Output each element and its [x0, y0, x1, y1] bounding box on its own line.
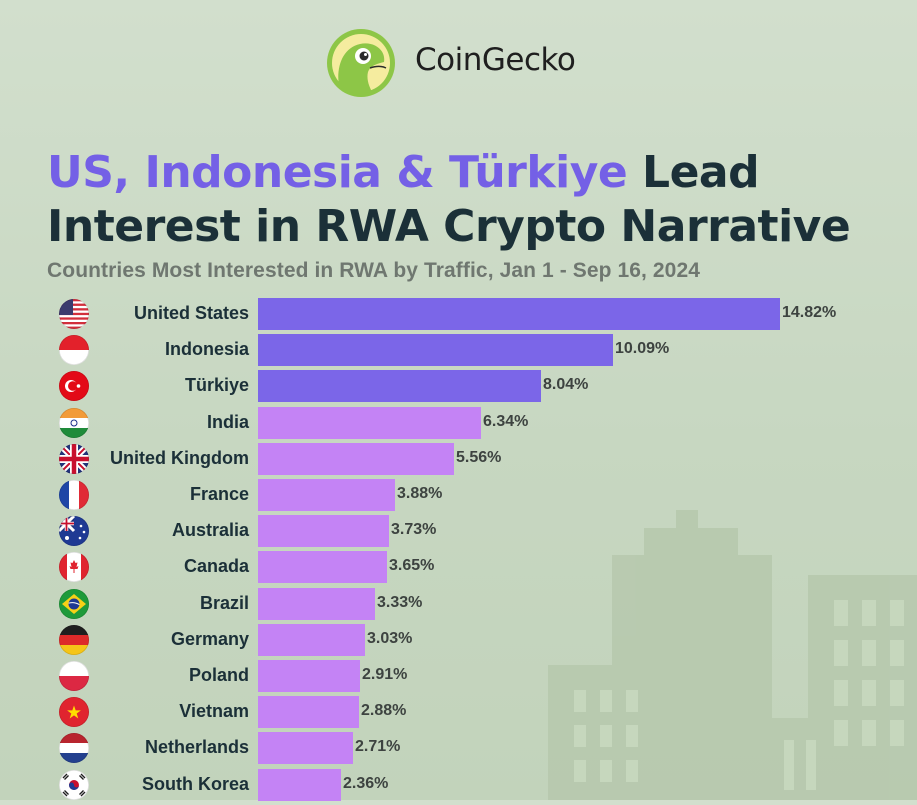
bar — [258, 732, 353, 764]
india-flag-icon — [58, 407, 90, 439]
value-label: 2.88% — [361, 702, 407, 719]
bar — [258, 479, 395, 511]
poland-flag-icon — [58, 660, 90, 692]
south-korea-flag-icon — [58, 769, 90, 801]
bar — [258, 370, 541, 402]
bar — [258, 660, 360, 692]
bar-row: Netherlands 2.71% — [0, 730, 917, 766]
country-label: Australia — [171, 520, 249, 540]
country-label: Brazil — [199, 593, 249, 613]
value-label: 3.65% — [389, 557, 435, 574]
turkiye-flag-icon — [58, 370, 90, 402]
value-label: 8.04% — [543, 376, 589, 393]
brand-name: CoinGecko — [415, 42, 576, 78]
value-label: 3.88% — [397, 485, 443, 502]
value-label: 3.73% — [391, 521, 437, 538]
bar-row: South Korea 2.36% — [0, 767, 917, 803]
value-label: 10.09% — [615, 340, 670, 357]
france-flag-icon — [58, 479, 90, 511]
bar-row: Türkiye 8.04% — [0, 368, 917, 404]
value-label: 6.34% — [483, 413, 529, 430]
bar — [258, 407, 481, 439]
bar — [258, 769, 341, 801]
country-label: France — [189, 484, 249, 504]
bar — [258, 298, 780, 330]
bar-row: Canada 3.65% — [0, 549, 917, 585]
value-label: 2.91% — [362, 666, 408, 683]
indonesia-flag-icon — [58, 334, 90, 366]
country-label: United Kingdom — [110, 448, 249, 468]
australia-flag-icon — [58, 515, 90, 547]
value-label: 14.82% — [782, 304, 837, 321]
vietnam-flag-icon — [58, 696, 90, 728]
value-label: 5.56% — [456, 449, 502, 466]
bar — [258, 624, 365, 656]
bar-row: Indonesia 10.09% — [0, 332, 917, 368]
value-label: 2.71% — [355, 738, 401, 755]
bar-row: Germany 3.03% — [0, 622, 917, 658]
bar-row: Brazil 3.33% — [0, 586, 917, 622]
bar — [258, 588, 375, 620]
country-label: United States — [133, 303, 249, 323]
canada-flag-icon — [58, 551, 90, 583]
us-flag-icon — [58, 298, 90, 330]
bar — [258, 551, 387, 583]
chart-title: US, Indonesia & Türkiye Lead Interest in… — [47, 146, 907, 254]
bar-row: Australia 3.73% — [0, 513, 917, 549]
bar — [258, 696, 359, 728]
bar-row: Poland 2.91% — [0, 658, 917, 694]
bar — [258, 443, 454, 475]
coingecko-logo: CoinGecko — [326, 28, 596, 98]
title-line2: Interest in RWA Crypto Narrative — [47, 201, 851, 252]
country-label: Germany — [170, 629, 249, 649]
title-highlight: US, Indonesia & Türkiye — [47, 147, 628, 198]
uk-flag-icon — [58, 443, 90, 475]
bar-row: Vietnam 2.88% — [0, 694, 917, 730]
value-label: 3.33% — [377, 594, 423, 611]
country-label: India — [206, 412, 249, 432]
title-rest-line1: Lead — [627, 147, 760, 198]
bar — [258, 515, 389, 547]
chart-subtitle: Countries Most Interested in RWA by Traf… — [47, 259, 701, 282]
value-label: 3.03% — [367, 630, 413, 647]
country-label: South Korea — [141, 774, 249, 794]
country-label: Indonesia — [164, 339, 249, 359]
germany-flag-icon — [58, 624, 90, 656]
country-label: Türkiye — [184, 375, 249, 395]
value-label: 2.36% — [343, 775, 389, 792]
bar-row: United Kingdom 5.56% — [0, 441, 917, 477]
bar-row: India 6.34% — [0, 405, 917, 441]
bar-row: France 3.88% — [0, 477, 917, 513]
country-label: Netherlands — [144, 737, 249, 757]
bar-row: United States 14.82% — [0, 296, 917, 332]
gecko-logo-icon — [327, 29, 395, 97]
brazil-flag-icon — [58, 588, 90, 620]
bar — [258, 334, 613, 366]
country-label: Canada — [183, 556, 249, 576]
country-label: Vietnam — [179, 701, 249, 721]
country-label: Poland — [188, 665, 249, 685]
netherlands-flag-icon — [58, 732, 90, 764]
